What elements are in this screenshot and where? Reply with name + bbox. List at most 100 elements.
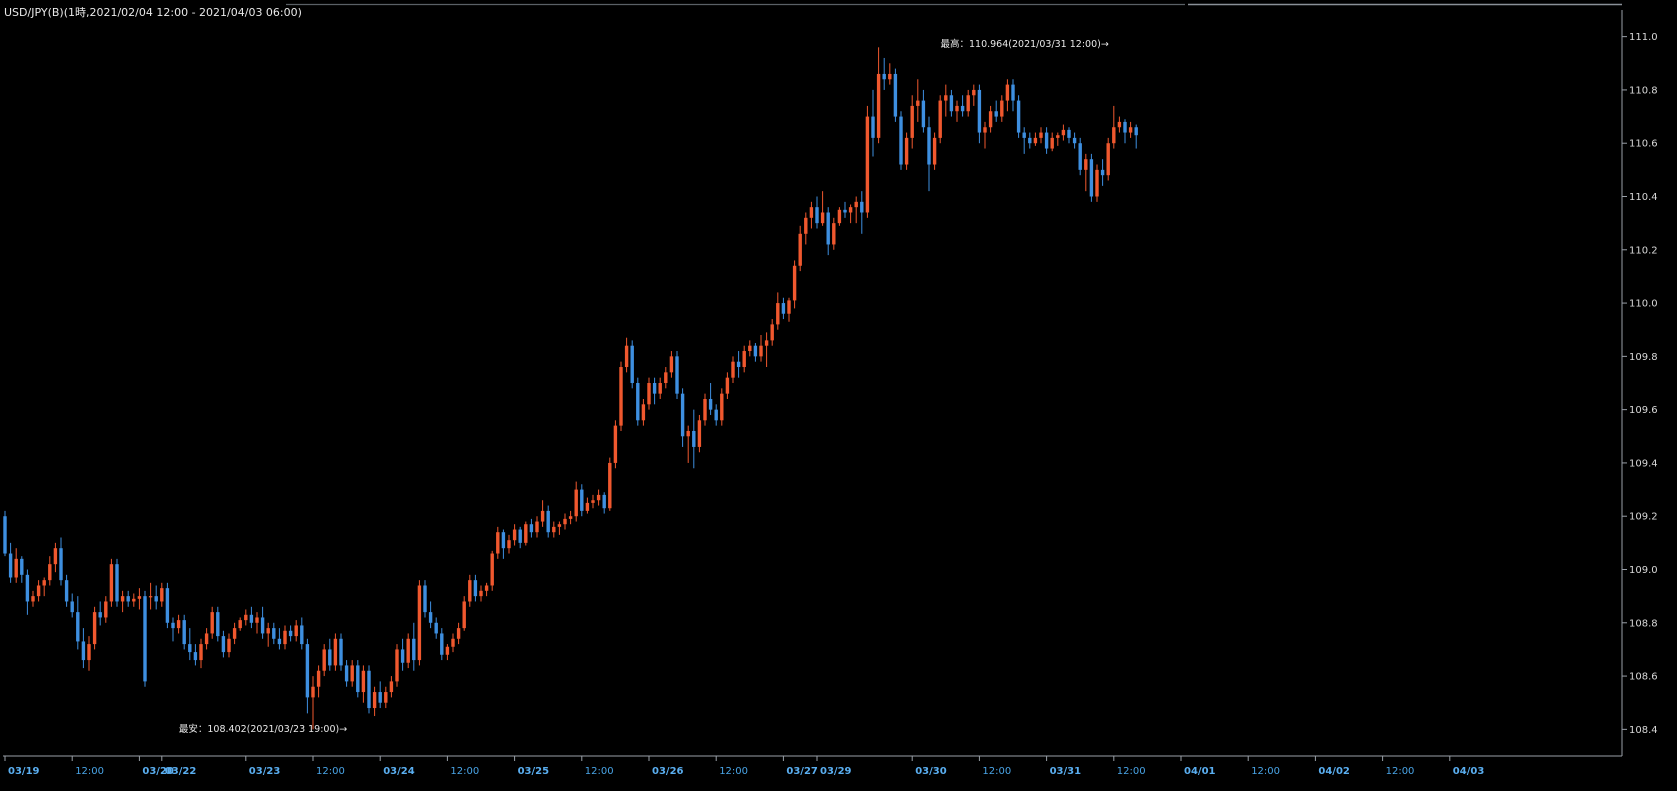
candle bbox=[182, 614, 186, 650]
candle bbox=[193, 644, 198, 666]
candle-body bbox=[176, 620, 181, 629]
x-tick-label: 03/24 bbox=[383, 766, 415, 777]
candle-body bbox=[1050, 137, 1054, 149]
candle bbox=[585, 497, 590, 514]
candle-body bbox=[227, 638, 231, 653]
candle-body bbox=[1000, 100, 1004, 117]
candle-body bbox=[893, 73, 898, 117]
candle bbox=[216, 606, 220, 642]
candle bbox=[36, 580, 41, 602]
candle-body bbox=[904, 137, 909, 165]
candle-body bbox=[692, 430, 696, 447]
candle-body bbox=[14, 558, 18, 578]
candle-body bbox=[423, 585, 427, 613]
candle-body bbox=[1033, 137, 1038, 144]
candle-body bbox=[193, 652, 198, 661]
candle bbox=[882, 57, 886, 90]
x-tick-label: 12:00 bbox=[75, 766, 104, 777]
candle bbox=[708, 383, 713, 415]
candle-body bbox=[255, 617, 259, 623]
candle-body bbox=[277, 638, 282, 645]
candle-body bbox=[720, 393, 724, 421]
candle bbox=[955, 100, 959, 122]
candle-body bbox=[412, 638, 416, 661]
x-tick-label: 03/31 bbox=[1050, 766, 1082, 777]
candle-body bbox=[244, 614, 248, 621]
candle-body bbox=[921, 100, 926, 128]
candle-body bbox=[624, 345, 629, 368]
candle bbox=[412, 622, 416, 671]
candle bbox=[776, 292, 780, 330]
candle bbox=[423, 580, 427, 618]
candle bbox=[893, 68, 898, 122]
candle bbox=[277, 628, 282, 650]
candle-body bbox=[395, 649, 399, 682]
candle-body bbox=[344, 665, 349, 682]
candle bbox=[557, 521, 562, 535]
candle-body bbox=[888, 73, 892, 80]
candle bbox=[692, 409, 696, 469]
x-tick-label: 03/30 bbox=[915, 766, 947, 777]
candle bbox=[496, 526, 500, 559]
candle-body bbox=[148, 596, 153, 598]
candle bbox=[1061, 124, 1066, 141]
candle-body bbox=[165, 588, 170, 623]
candle-body bbox=[988, 111, 993, 128]
candle bbox=[115, 558, 119, 607]
candle-body bbox=[1028, 137, 1032, 144]
candle-body bbox=[932, 137, 937, 165]
candle-body bbox=[1123, 121, 1127, 133]
candle-body bbox=[115, 564, 119, 602]
candle bbox=[501, 529, 506, 559]
candle-body bbox=[820, 212, 825, 224]
candle bbox=[227, 633, 231, 658]
candle-body bbox=[546, 510, 550, 533]
candle bbox=[333, 633, 338, 671]
x-tick-label: 03/25 bbox=[518, 766, 550, 777]
x-tick-label: 03/20 bbox=[142, 766, 174, 777]
candle-body bbox=[137, 596, 142, 599]
candle-body bbox=[977, 89, 982, 133]
candle-body bbox=[837, 209, 842, 224]
y-tick-label: 109.6 bbox=[1629, 405, 1658, 416]
candle bbox=[1084, 153, 1088, 192]
candle-body bbox=[1067, 129, 1071, 138]
y-tick-label: 109.0 bbox=[1629, 565, 1658, 576]
candle bbox=[764, 332, 769, 368]
candle-body bbox=[1134, 127, 1138, 136]
candle bbox=[400, 638, 405, 671]
candle-body bbox=[305, 644, 310, 698]
candle-body bbox=[260, 617, 265, 634]
candle-body bbox=[188, 644, 192, 653]
candle bbox=[977, 84, 982, 144]
candle bbox=[1039, 127, 1043, 144]
candle bbox=[759, 335, 763, 362]
candle bbox=[98, 601, 102, 626]
x-tick-label: 12:00 bbox=[450, 766, 479, 777]
candle-body bbox=[781, 303, 786, 314]
x-tick-label: 12:00 bbox=[982, 766, 1011, 777]
candle bbox=[966, 89, 970, 117]
candle-body bbox=[372, 692, 377, 709]
candle-body bbox=[736, 361, 741, 368]
candle-body bbox=[42, 580, 46, 586]
candle-body bbox=[882, 73, 886, 80]
candle bbox=[1067, 127, 1071, 144]
candle-body bbox=[473, 580, 478, 597]
candle-body bbox=[916, 100, 920, 106]
candle-body bbox=[636, 383, 640, 421]
candle-body bbox=[664, 372, 668, 383]
candle bbox=[316, 665, 321, 698]
candle-body bbox=[1039, 132, 1043, 138]
candle bbox=[434, 617, 438, 639]
candle bbox=[703, 393, 707, 426]
candle bbox=[378, 681, 382, 709]
candle-body bbox=[160, 588, 164, 602]
candle bbox=[932, 132, 937, 170]
candle-body bbox=[36, 585, 41, 597]
candle-body bbox=[910, 105, 914, 138]
candle bbox=[781, 297, 786, 320]
candle-body bbox=[1056, 135, 1060, 138]
candle-body bbox=[843, 209, 847, 213]
candle-body bbox=[697, 420, 702, 447]
